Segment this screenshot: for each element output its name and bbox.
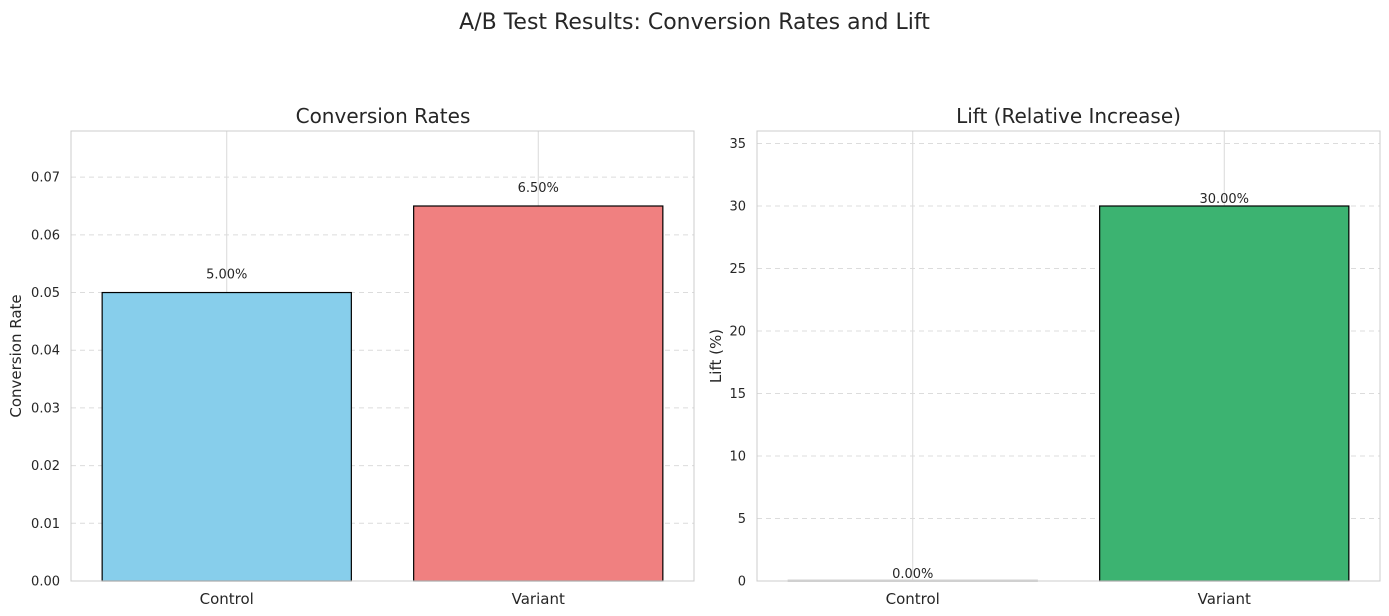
lift-chart: Lift (Relative Increase) Lift (%) 0 5 10 15…: [707, 104, 1381, 608]
lift-plot-frame: [756, 130, 1381, 582]
conversion-rates-ylabel: Conversion Rate: [7, 294, 25, 417]
conversion-ytick-label: 0.02: [31, 459, 60, 474]
lift-title: Lift (Relative Increase): [956, 104, 1181, 128]
conversion-ytick-label: 0.05: [31, 286, 60, 301]
lift-ytick-label: 35: [729, 137, 746, 152]
lift-ytick-label: 30: [729, 200, 746, 215]
figure-title: A/B Test Results: Conversion Rates and L…: [459, 10, 930, 35]
conversion-rates-title: Conversion Rates: [296, 104, 471, 128]
conversion-ytick-label: 0.07: [31, 171, 60, 186]
conversion-rates-chart: Conversion Rates Conversion Rate 0.00 0.0…: [7, 104, 695, 608]
lift-ytick-label: 25: [729, 262, 746, 277]
conversion-data-label-variant: 6.50%: [518, 181, 559, 196]
lift-ytick-label: 10: [729, 450, 746, 465]
conversion-ytick-label: 0.00: [31, 575, 60, 590]
conversion-xtick-label-variant: Variant: [512, 590, 565, 608]
conversion-ytick-label: 0.06: [31, 228, 60, 243]
lift-xtick-label-control: Control: [886, 590, 940, 608]
lift-ytick-label: 0: [738, 575, 746, 590]
conversion-ytick-label: 0.04: [31, 344, 60, 359]
conversion-ytick-label: 0.01: [31, 517, 60, 532]
lift-data-label-variant: 30.00%: [1199, 192, 1249, 207]
conversion-bar-variant: [413, 205, 664, 582]
lift-xtick-label-variant: Variant: [1198, 590, 1251, 608]
lift-ytick-label: 15: [729, 387, 746, 402]
lift-data-label-control: 0.00%: [892, 567, 933, 582]
lift-ylabel: Lift (%): [707, 329, 725, 383]
conversion-ytick-label: 0.03: [31, 401, 60, 416]
lift-ytick-label: 5: [738, 512, 746, 527]
lift-ytick-label: 20: [729, 325, 746, 340]
conversion-xtick-label-control: Control: [200, 590, 254, 608]
conversion-data-label-control: 5.00%: [206, 268, 247, 283]
conversion-bar-control: [101, 291, 352, 582]
lift-bar-variant: [1099, 205, 1350, 582]
conversion-plot-frame: [70, 130, 695, 582]
